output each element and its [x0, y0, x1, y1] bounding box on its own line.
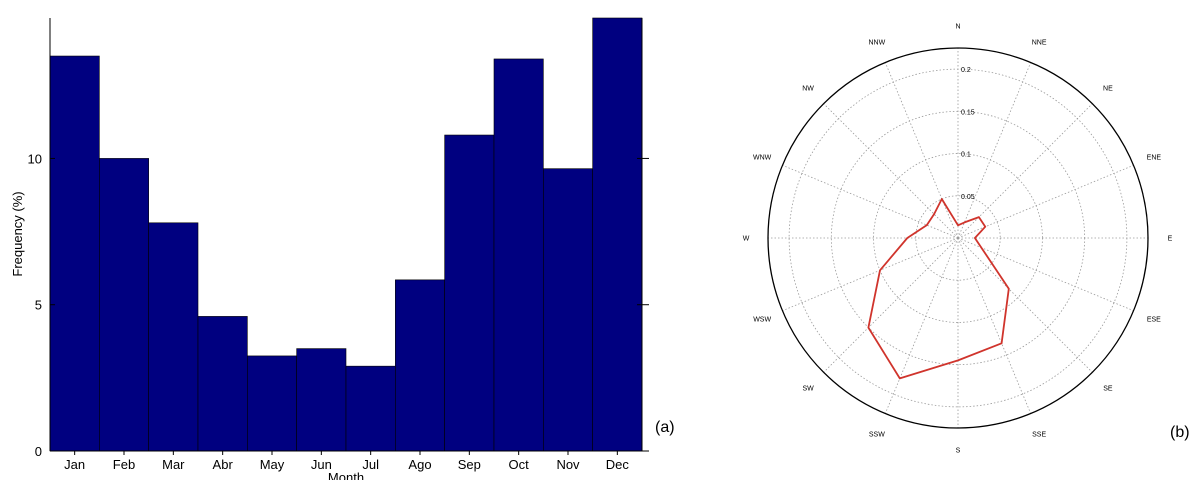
- radial-tick-label: 0.1: [961, 152, 971, 159]
- spoke-nnw: [884, 62, 959, 239]
- x-tick-label: Oct: [509, 457, 530, 472]
- x-tick-label: Abr: [213, 457, 234, 472]
- y-tick-label: 5: [35, 298, 42, 313]
- direction-label-sw: SW: [802, 385, 814, 392]
- spoke-sw: [823, 237, 959, 373]
- y-tick-label: 0: [35, 444, 42, 459]
- x-ticks: Jan Feb Mar Abr May Jun Jul Ago Sep Oct Nov Dec: [64, 451, 629, 472]
- bar-oct: [493, 58, 544, 452]
- y-tick-label: 10: [28, 151, 42, 166]
- panel-label-a: (a): [655, 419, 675, 436]
- bar-jan: [49, 55, 100, 452]
- direction-label-n: N: [955, 24, 960, 31]
- x-axis-title: Month: [328, 470, 364, 480]
- radial-grid-ring: [830, 110, 1086, 366]
- direction-label-nne: NNE: [1032, 40, 1047, 47]
- spoke-nne: [957, 62, 1032, 239]
- direction-label-nnw: NNW: [869, 40, 886, 47]
- direction-label-wnw: WNW: [753, 154, 772, 161]
- wind-frequency-series: [867, 198, 1010, 380]
- radial-tick-labels: 0.05 0.1 0.15 0.2: [961, 67, 975, 201]
- x-tick-label: Dec: [606, 457, 630, 472]
- spoke-nw: [823, 103, 959, 239]
- bar-nov: [543, 168, 593, 452]
- x-tick-label: Feb: [113, 457, 135, 472]
- spoke-ssw: [884, 237, 959, 414]
- x-tick-label: Jan: [64, 457, 85, 472]
- spoke-wnw: [782, 164, 959, 239]
- direction-label-se: SE: [1103, 385, 1113, 392]
- direction-labels: N NNE NE ENE E ESE SE SSE S SSW SW WSW W WNW NW NNW: [743, 24, 1173, 455]
- radial-tick-label: 0.15: [961, 109, 975, 116]
- x-tick-label: Sep: [458, 457, 481, 472]
- radial-grid-ring: [873, 153, 1043, 323]
- bar-mar: [148, 222, 199, 452]
- spoke-wsw: [782, 237, 959, 312]
- bar-ago: [395, 279, 445, 452]
- x-tick-label: Jun: [311, 457, 332, 472]
- bar-dec: [592, 17, 643, 452]
- direction-label-w: W: [743, 236, 750, 243]
- radial-tick-label: 0.05: [961, 194, 975, 201]
- y-axis-title: Frequency (%): [10, 191, 25, 276]
- panel-label-b: (b): [1170, 424, 1190, 441]
- direction-label-wsw: WSW: [753, 317, 771, 324]
- direction-label-s: S: [956, 448, 961, 455]
- x-tick-label: Nov: [556, 457, 580, 472]
- direction-label-ssw: SSW: [869, 431, 885, 438]
- monthly-frequency-chart: 0 5 10 Jan Feb Mar Abr May Jun Jul Ago Sep Oct Nov De…: [10, 17, 649, 480]
- direction-label-ese: ESE: [1147, 317, 1161, 324]
- radial-tick-label: 0.2: [961, 67, 971, 74]
- bar-abr: [197, 316, 248, 452]
- spoke-ene: [957, 164, 1134, 239]
- direction-label-e: E: [1168, 236, 1173, 243]
- polar-grid: [767, 47, 1149, 429]
- bar-jun: [296, 348, 347, 452]
- x-tick-label: Jul: [362, 457, 379, 472]
- direction-label-nw: NW: [802, 86, 814, 93]
- direction-label-ene: ENE: [1147, 154, 1162, 161]
- radial-grid-ring: [915, 195, 1001, 281]
- direction-label-ne: NE: [1103, 86, 1113, 93]
- bars: [49, 17, 643, 452]
- radial-grid-ring: [788, 68, 1128, 408]
- spoke-sse: [957, 237, 1032, 414]
- bar-may: [247, 355, 297, 452]
- bar-jul: [345, 365, 396, 452]
- x-tick-label: May: [260, 457, 285, 472]
- spoke-ne: [957, 103, 1093, 239]
- wind-frequency-line: [867, 198, 1010, 380]
- bar-feb: [99, 158, 149, 452]
- wind-rose-chart: N NNE NE ENE E ESE SE SSE S SSW SW WSW W WNW NW NNW 0.0…: [743, 24, 1173, 455]
- x-tick-label: Mar: [162, 457, 185, 472]
- bar-sep: [444, 134, 495, 452]
- outer-ring: [767, 47, 1149, 429]
- direction-label-sse: SSE: [1032, 431, 1046, 438]
- spoke-ese: [957, 237, 1134, 312]
- spoke-se: [957, 237, 1093, 373]
- y-ticks: 0 5 10: [28, 151, 649, 459]
- x-tick-label: Ago: [408, 457, 431, 472]
